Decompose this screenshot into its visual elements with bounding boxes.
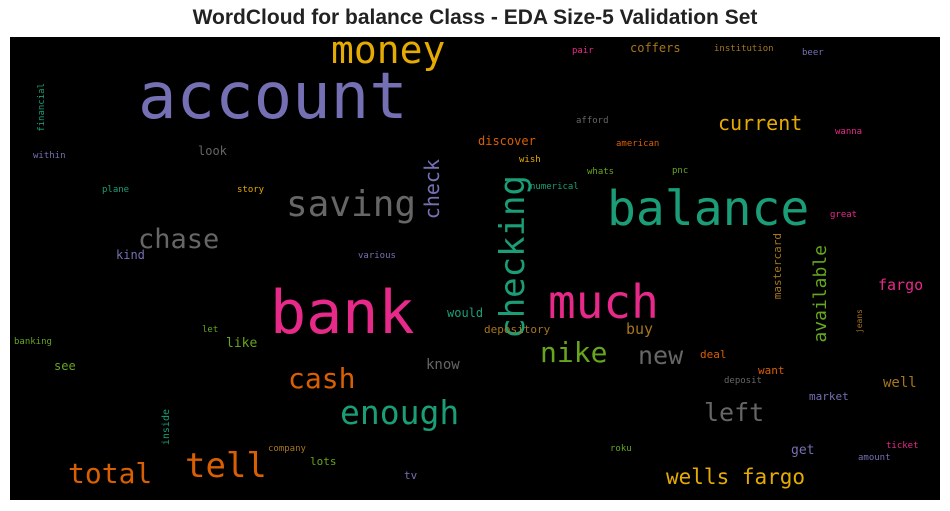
word-new: new xyxy=(638,341,684,370)
word-balance: balance xyxy=(607,181,810,237)
word-tv: tv xyxy=(404,469,418,482)
word-account: account xyxy=(138,60,408,134)
word-cloud-canvas: account money balance bank much checking… xyxy=(10,37,940,500)
word-banking: banking xyxy=(14,337,52,347)
word-deposit: deposit xyxy=(724,376,762,386)
word-institution: institution xyxy=(714,44,774,54)
word-discover: discover xyxy=(478,134,536,148)
word-financial: financial xyxy=(37,83,47,132)
word-pnc: pnc xyxy=(672,166,689,176)
word-fargo: fargo xyxy=(878,276,924,294)
word-roku: roku xyxy=(610,444,632,454)
figure-title: WordCloud for balance Class - EDA Size-5… xyxy=(192,6,758,29)
word-pair: pair xyxy=(572,46,594,56)
word-check: check xyxy=(420,159,444,220)
word-look: look xyxy=(198,144,227,158)
word-beer: beer xyxy=(802,48,824,58)
word-checking: checking xyxy=(493,175,533,339)
word-lots: lots xyxy=(310,455,337,468)
word-mastercard: mastercard xyxy=(771,233,784,300)
word-kind: kind xyxy=(116,248,145,262)
word-afford: afford xyxy=(576,116,609,126)
word-great: great xyxy=(830,210,858,220)
word-money: money xyxy=(331,37,446,72)
word-ticket: ticket xyxy=(886,441,919,451)
word-numerical: numerical xyxy=(530,182,579,192)
word-saving: saving xyxy=(286,184,417,225)
word-jeans: jeans xyxy=(855,309,864,334)
word-wells-fargo: wells fargo xyxy=(666,465,806,489)
word-left: left xyxy=(704,398,765,427)
word-whats: whats xyxy=(587,167,615,177)
word-nike: nike xyxy=(540,336,608,369)
word-company: company xyxy=(268,444,306,454)
word-coffers: coffers xyxy=(630,41,681,55)
word-much: much xyxy=(548,275,659,329)
word-chase: chase xyxy=(138,224,220,255)
word-available: available xyxy=(810,245,831,343)
word-plane: plane xyxy=(102,185,130,195)
word-know: know xyxy=(426,357,460,373)
word-well: well xyxy=(883,375,917,391)
word-story: story xyxy=(237,185,265,195)
word-tell: tell xyxy=(185,446,267,486)
word-american: american xyxy=(616,139,660,149)
word-market: market xyxy=(809,390,849,403)
word-let: let xyxy=(202,325,219,335)
word-want: want xyxy=(758,364,785,377)
word-various: various xyxy=(358,251,396,261)
word-current: current xyxy=(718,111,803,135)
word-get: get xyxy=(791,443,815,458)
word-wanna: wanna xyxy=(835,127,863,137)
word-amount: amount xyxy=(858,453,891,463)
word-cash: cash xyxy=(288,362,356,395)
word-deal: deal xyxy=(700,348,727,361)
word-inside: inside xyxy=(161,409,172,446)
word-buy: buy xyxy=(626,320,654,338)
word-enough: enough xyxy=(340,393,460,432)
word-total: total xyxy=(68,457,153,490)
word-wish: wish xyxy=(519,155,541,165)
word-would: would xyxy=(447,306,484,320)
word-bank: bank xyxy=(270,278,415,348)
word-within: within xyxy=(33,151,66,161)
word-see: see xyxy=(54,359,76,373)
word-depository: depository xyxy=(484,323,551,336)
word-like: like xyxy=(226,336,258,351)
